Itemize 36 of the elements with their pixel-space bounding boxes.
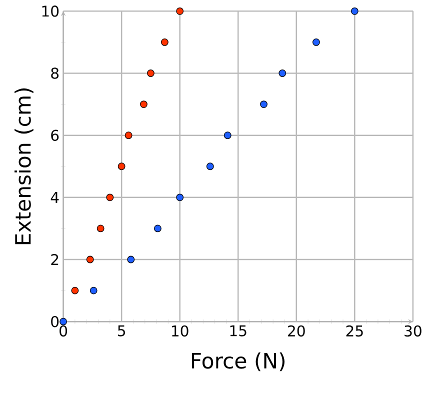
point [312, 38, 320, 46]
point [206, 162, 214, 170]
point [90, 286, 98, 294]
y-tick-label: 10 [42, 6, 59, 17]
point [106, 194, 114, 202]
x-axis-title: Force (N) [192, 352, 285, 372]
point [278, 70, 286, 77]
point [160, 38, 168, 46]
point [350, 7, 358, 15]
x-tick-label: 0 [60, 325, 68, 337]
y-tick-label: 4 [50, 192, 59, 203]
x-tick-label: 25 [346, 325, 363, 337]
point [260, 100, 268, 108]
point [118, 162, 126, 170]
x-tick-label: 30 [404, 325, 422, 337]
y-tick-label: 8 [51, 68, 59, 79]
point [176, 7, 184, 15]
point [96, 224, 104, 232]
y-axis-title: Extension (cm) [14, 88, 34, 244]
point [224, 132, 232, 140]
point [147, 70, 154, 77]
x-tick-label: 15 [230, 325, 246, 336]
point [71, 286, 79, 294]
point [124, 132, 132, 140]
point [86, 256, 94, 264]
x-tick-label: 5 [118, 325, 125, 336]
y-tick-label: 0 [51, 316, 59, 328]
point [127, 256, 135, 264]
point [140, 100, 148, 108]
y-tick-label: 6 [51, 130, 59, 141]
point [60, 318, 68, 326]
y-tick-label: 2 [51, 254, 58, 266]
point [176, 194, 184, 202]
x-tick-label: 20 [288, 325, 305, 337]
point [154, 224, 162, 232]
x-tick-label: 10 [172, 325, 188, 337]
